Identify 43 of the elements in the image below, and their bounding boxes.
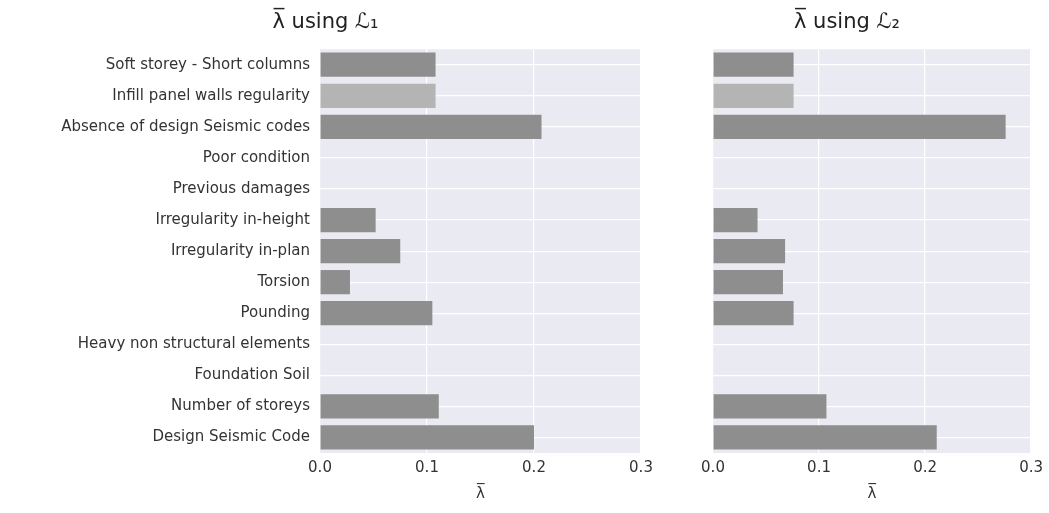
bar [713,238,786,264]
bar [320,301,433,326]
bar [713,270,783,295]
bar [713,301,794,326]
y-tick-label: Absence of design Seismic codes [61,116,311,135]
bar [320,238,401,264]
bar [713,83,794,108]
chart-title: λ̅ using ℒ₁ [272,7,379,34]
y-tick-label: Torsion [256,272,310,291]
y-tick-label: Poor condition [202,147,310,166]
x-tick-label: 0.1 [415,457,439,476]
bar [320,270,350,295]
x-tick-label: 0.0 [308,457,332,476]
y-tick-label: Infill panel walls regularity [112,85,311,104]
x-tick-label: 0.3 [1019,457,1043,476]
bar [320,114,542,139]
bar [713,114,1006,139]
y-tick-label: Irregularity in-height [155,209,311,228]
bar [713,394,827,419]
x-axis-title: λ̅ [867,483,878,502]
y-tick-label: Previous damages [172,178,311,197]
bar [320,52,436,77]
x-tick-label: 0.3 [629,457,653,476]
y-tick-label: Design Seismic Code [152,427,310,446]
y-tick-label: Foundation Soil [194,365,310,384]
bar [320,207,376,233]
y-tick-label: Pounding [240,303,310,322]
bar [713,52,794,77]
x-axis-title: λ̅ [476,483,486,502]
bar [320,394,439,419]
x-tick-label: 0.2 [522,457,546,476]
y-tick-label: Soft storey - Short columns [105,54,311,73]
bar [320,83,436,108]
bar [713,207,758,233]
chart-title: λ̅ using ℒ₂ [793,7,901,34]
x-tick-label: 0.0 [701,457,725,476]
bar [320,425,534,450]
bar [713,425,937,450]
y-tick-label: Heavy non structural elements [77,334,311,353]
x-tick-label: 0.1 [807,457,831,476]
y-tick-label: Number of storeys [171,396,311,415]
x-tick-label: 0.2 [913,457,937,476]
y-tick-label: Irregularity in-plan [170,240,310,259]
